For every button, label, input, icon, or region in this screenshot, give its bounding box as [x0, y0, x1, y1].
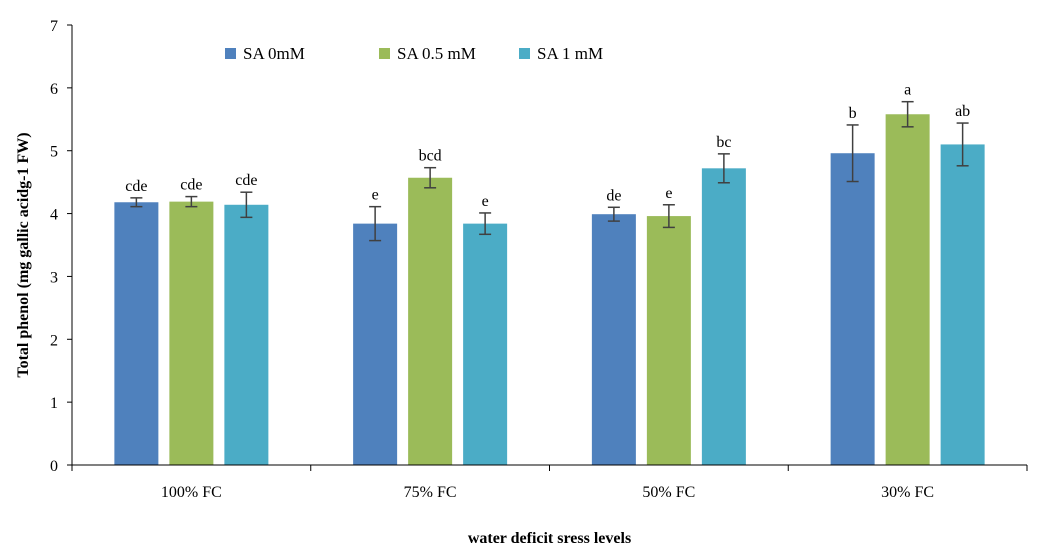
bar — [408, 177, 453, 465]
data-label: cde — [235, 172, 257, 189]
bar — [224, 204, 269, 465]
legend-swatch — [225, 48, 236, 59]
bar — [114, 202, 159, 465]
y-tick-label: 1 — [50, 395, 58, 412]
data-label: e — [482, 193, 489, 210]
bar — [353, 223, 398, 465]
y-axis-ticks: 0 1 2 3 4 5 6 7 — [50, 18, 72, 475]
x-tick-label: 75% FC — [404, 484, 457, 501]
y-tick-label: 3 — [50, 269, 58, 286]
legend: SA 0mM SA 0.5 mM SA 1 mM — [225, 44, 603, 63]
bar — [885, 114, 930, 465]
legend-label: SA 0.5 mM — [397, 44, 476, 63]
data-label: ab — [955, 103, 970, 120]
y-tick-label: 7 — [50, 18, 58, 35]
data-label: cde — [125, 178, 147, 195]
bar — [646, 216, 691, 465]
y-tick-label: 5 — [50, 144, 58, 161]
bars — [114, 114, 985, 466]
bar — [701, 168, 746, 466]
legend-swatch — [519, 48, 530, 59]
data-label: bc — [716, 134, 731, 151]
x-axis-ticks: 100% FC 75% FC 50% FC 30% FC — [71, 465, 1028, 501]
bar — [830, 153, 875, 465]
data-label: a — [904, 82, 911, 99]
x-tick-label: 30% FC — [881, 484, 934, 501]
legend-swatch — [379, 48, 390, 59]
y-axis-title: Total phenol (mg gallic acidg-1 FW) — [15, 132, 32, 377]
data-label: e — [665, 185, 672, 202]
legend-label: SA 0mM — [243, 44, 305, 63]
x-tick-label: 50% FC — [642, 484, 695, 501]
y-tick-label: 2 — [50, 332, 58, 349]
legend-label: SA 1 mM — [537, 44, 603, 63]
data-label: de — [606, 187, 621, 204]
y-tick-label: 0 — [50, 458, 58, 475]
y-tick-label: 6 — [50, 81, 58, 98]
x-tick-label: 100% FC — [161, 484, 222, 501]
x-axis-title: water deficit sress levels — [468, 530, 631, 547]
error-bars — [130, 100, 969, 242]
data-label: b — [849, 105, 857, 122]
data-label: e — [372, 187, 379, 204]
bar — [169, 201, 214, 465]
bar — [940, 144, 985, 465]
bar — [463, 223, 508, 465]
data-label: cde — [180, 177, 202, 194]
data-label: bcd — [419, 148, 442, 165]
bar — [591, 214, 636, 465]
y-tick-label: 4 — [50, 207, 58, 224]
